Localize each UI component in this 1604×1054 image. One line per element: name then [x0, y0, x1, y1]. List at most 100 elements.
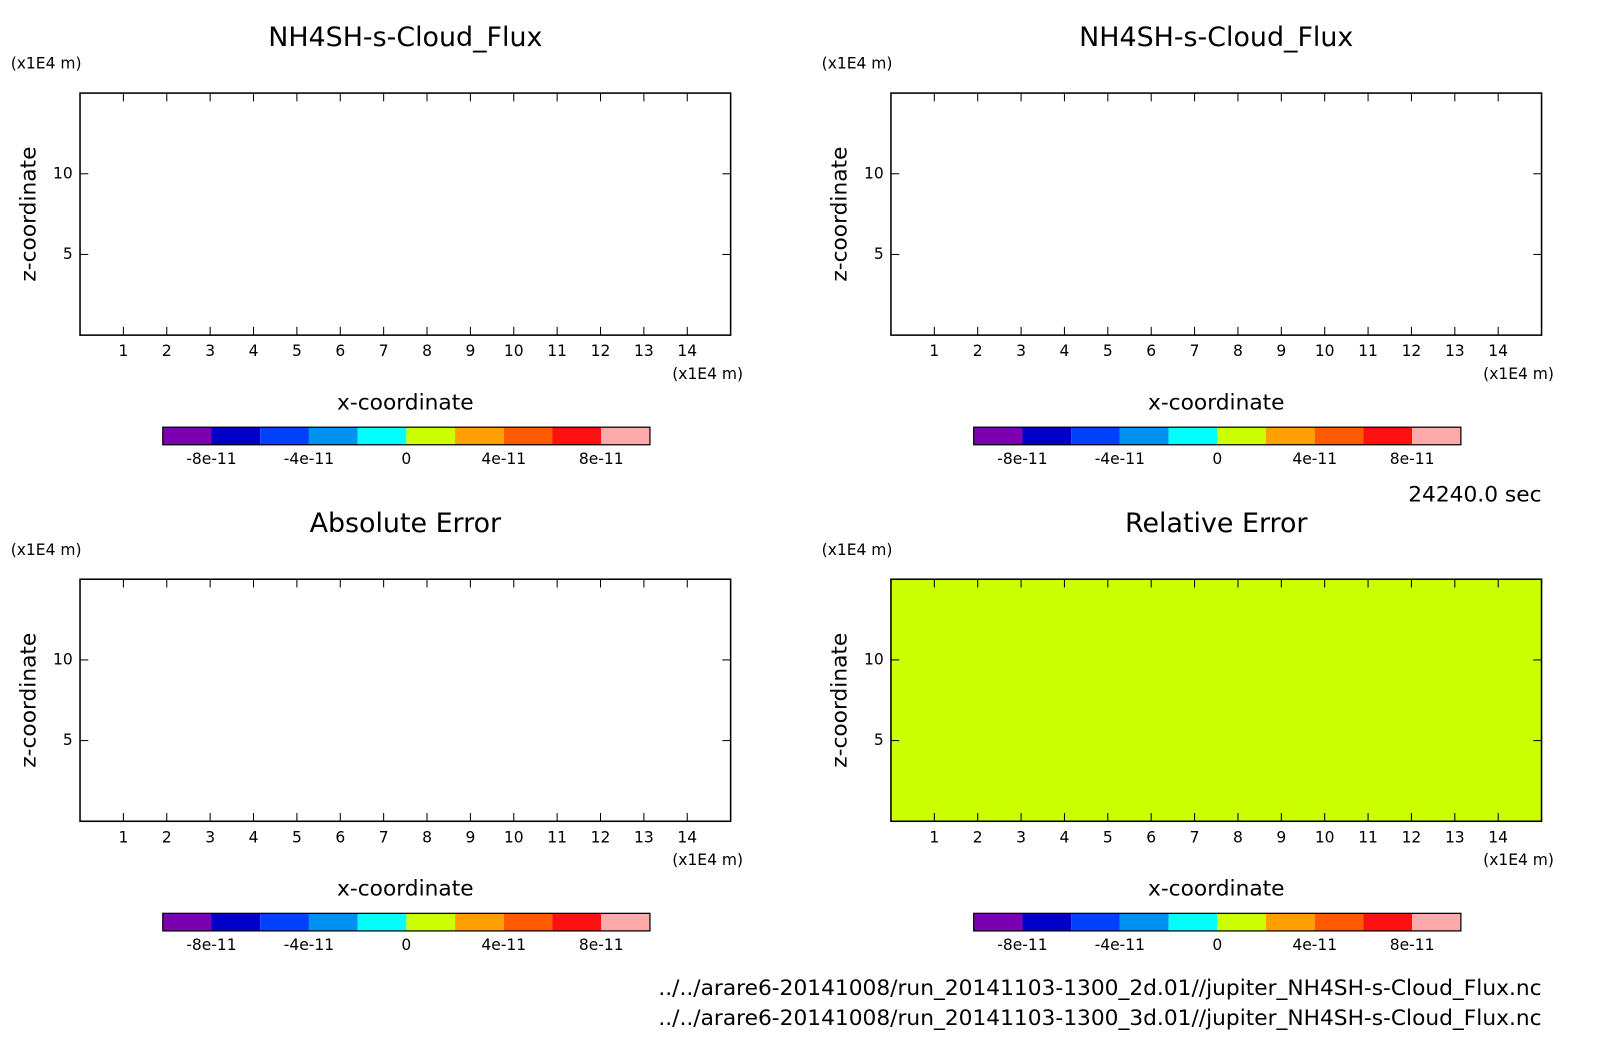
x-tick-label: 10 [1315, 342, 1335, 360]
colorbar-bin [1314, 913, 1364, 931]
y-tick-label: 5 [874, 731, 884, 749]
colorbar-bin [1412, 913, 1461, 931]
x-tick-label: 11 [1358, 828, 1378, 846]
colorbar-bin [1168, 913, 1218, 931]
field-cell [890, 579, 1542, 822]
colorbar-bin [162, 913, 212, 931]
x-tick-label: 4 [249, 342, 259, 360]
colorbar-bin [601, 427, 650, 445]
x-tick-label: 1 [929, 828, 939, 846]
x-tick-label: 4 [249, 828, 259, 846]
x-tick-label: 6 [335, 342, 345, 360]
colorbar-bin [211, 913, 261, 931]
colorbar-tick-label: 0 [401, 936, 411, 954]
x-tick-label: 7 [1190, 342, 1200, 360]
x-tick-label: 13 [634, 342, 654, 360]
colorbar-tick-label: 4e-11 [481, 936, 526, 954]
y-tick-label: 10 [864, 650, 884, 668]
x-tick-label: 7 [1190, 828, 1200, 846]
x-tick-label: 3 [1016, 342, 1026, 360]
file-path: ../../arare6-20141008/run_20141103-1300_… [658, 1006, 1541, 1031]
plot-frame [890, 578, 1543, 823]
x-tick-label: 1 [118, 342, 128, 360]
x-tick-label: 10 [1315, 828, 1335, 846]
y-unit: (x1E4 m) [822, 55, 893, 73]
y-axis-label: z-coordinate [16, 147, 41, 282]
colorbar-tick-label: -4e-11 [1095, 936, 1145, 954]
colorbar-tick-label: -8e-11 [186, 936, 236, 954]
chart-title: Absolute Error [310, 508, 502, 539]
chart-title: Relative Error [1125, 508, 1308, 539]
colorbar-tick-label: 8e-11 [579, 936, 624, 954]
x-axis-label: x-coordinate [337, 390, 474, 415]
x-tick-label: 12 [1402, 342, 1422, 360]
colorbar-bin [455, 427, 504, 445]
colorbar-tick-label: 4e-11 [481, 450, 526, 468]
x-unit: (x1E4 m) [672, 365, 743, 383]
colorbar-bin [357, 913, 407, 931]
colorbar-tick-label: 0 [401, 450, 411, 468]
x-tick-label: 3 [1016, 828, 1026, 846]
colorbar-bin [1314, 427, 1364, 445]
colorbar-bin [1022, 427, 1072, 445]
x-tick-label: 6 [335, 828, 345, 846]
colorbar-bin [1363, 427, 1413, 445]
colorbar-bin [1266, 913, 1315, 931]
colorbar-bin [406, 913, 456, 931]
x-tick-label: 1 [118, 828, 128, 846]
x-tick-label: 2 [162, 342, 172, 360]
time-label: 24240.0 sec [1408, 482, 1541, 507]
y-unit: (x1E4 m) [11, 541, 82, 559]
colorbar-bin [1168, 427, 1218, 445]
colorbar-bin [552, 427, 602, 445]
colorbar-tick-label: -4e-11 [1095, 450, 1145, 468]
colorbar-bin [455, 913, 504, 931]
x-tick-label: 3 [205, 828, 215, 846]
x-tick-label: 5 [292, 828, 302, 846]
y-unit: (x1E4 m) [11, 55, 82, 73]
y-tick-label: 5 [63, 245, 73, 263]
colorbar-bin [308, 913, 358, 931]
x-tick-label: 9 [1276, 828, 1286, 846]
x-tick-label: 5 [292, 342, 302, 360]
file-path: ../../arare6-20141008/run_20141103-1300_… [658, 976, 1541, 1001]
colorbar-tick-label: 8e-11 [579, 450, 624, 468]
colorbar-bin [973, 913, 1023, 931]
colorbar-tick-label: -4e-11 [284, 936, 334, 954]
colorbar-bin [260, 427, 309, 445]
chart-title: NH4SH-s-Cloud_Flux [1079, 22, 1353, 53]
x-tick-label: 8 [1233, 828, 1243, 846]
x-tick-label: 10 [504, 828, 524, 846]
colorbar-bin [357, 427, 407, 445]
colorbar-bin [308, 427, 358, 445]
colorbar-bin [1217, 427, 1267, 445]
colorbar-tick-label: -4e-11 [284, 450, 334, 468]
x-tick-label: 9 [1276, 342, 1286, 360]
x-axis-label: x-coordinate [337, 877, 474, 902]
colorbar-bin [260, 913, 309, 931]
colorbar-tick-label: -8e-11 [186, 450, 236, 468]
y-axis-label: z-coordinate [827, 633, 852, 768]
x-unit: (x1E4 m) [1483, 851, 1554, 869]
x-tick-label: 7 [379, 342, 389, 360]
colorbar-frame [162, 426, 651, 446]
colorbar-bin [211, 427, 261, 445]
plot-frame [79, 92, 732, 336]
colorbar-bin [1412, 427, 1461, 445]
colorbar-bin [1363, 913, 1413, 931]
x-tick-label: 13 [1445, 342, 1465, 360]
x-tick-label: 3 [205, 342, 215, 360]
x-tick-label: 11 [547, 828, 567, 846]
x-tick-label: 8 [422, 828, 432, 846]
y-unit: (x1E4 m) [822, 541, 893, 559]
x-tick-label: 2 [973, 342, 983, 360]
y-tick-label: 10 [53, 164, 73, 182]
x-tick-label: 6 [1146, 342, 1156, 360]
x-tick-label: 8 [1233, 342, 1243, 360]
x-tick-label: 10 [504, 342, 524, 360]
x-tick-label: 1 [929, 342, 939, 360]
x-tick-label: 13 [1445, 828, 1465, 846]
y-tick-label: 5 [874, 245, 884, 263]
colorbar-tick-label: 4e-11 [1292, 936, 1337, 954]
